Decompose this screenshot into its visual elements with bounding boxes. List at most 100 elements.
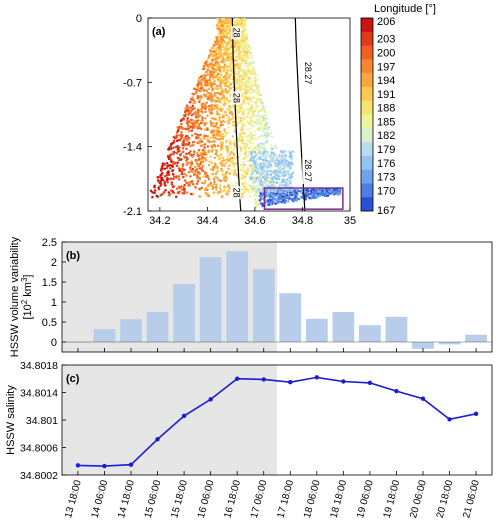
panel-c-label: (c) [66, 373, 80, 385]
scatter-point [153, 184, 156, 188]
scatter-point [231, 156, 234, 160]
scatter-point [257, 202, 260, 205]
scatter-point [260, 115, 263, 118]
scatter-point [222, 119, 225, 123]
contour-28 [231, 18, 242, 211]
scatter-point [193, 165, 197, 169]
scatter-point [199, 86, 202, 90]
scatter-point [249, 88, 253, 91]
scatter-point [226, 151, 229, 154]
scatter-point [223, 134, 227, 138]
scatter-point [206, 176, 210, 179]
salinity-point [155, 437, 160, 442]
scatter-point [171, 169, 174, 173]
x-tick-label: 16 06:00 [196, 479, 217, 520]
salinity-point [341, 379, 346, 384]
scatter-point [244, 172, 248, 175]
scatter-point [191, 96, 194, 99]
scatter-point [243, 34, 247, 37]
scatter-point [198, 195, 202, 198]
scatter-point [281, 174, 285, 178]
scatter-point [262, 152, 265, 155]
scatter-point [289, 178, 293, 182]
colorbar-tick-label: 200 [377, 47, 395, 59]
scatter-point [206, 91, 210, 95]
scatter-point [157, 186, 160, 189]
scatter-point [228, 72, 232, 76]
scatter-point [292, 190, 296, 193]
scatter-point [192, 153, 196, 156]
scatter-point [230, 169, 234, 172]
scatter-point [190, 129, 194, 132]
scatter-point [205, 63, 208, 66]
scatter-point [172, 185, 175, 188]
scatter-point [256, 112, 260, 115]
scatter-point [217, 134, 221, 137]
scatter-point [253, 146, 256, 150]
scatter-point [249, 158, 252, 162]
scatter-point [241, 138, 244, 142]
scatter-point [213, 80, 216, 83]
scatter-point [225, 176, 228, 180]
scatter-point [225, 91, 229, 95]
colorbar-cell [361, 31, 373, 46]
scatter-point [252, 142, 255, 145]
scatter-point [253, 150, 257, 154]
scatter-point [287, 190, 290, 193]
scatter-point [270, 135, 274, 139]
scatter-point [261, 130, 265, 133]
scatter-point [225, 189, 229, 193]
scatter-point [297, 197, 301, 201]
scatter-point [279, 190, 283, 193]
scatter-point [224, 173, 227, 176]
scatter-point [191, 141, 195, 144]
contour-label-bg [302, 157, 313, 185]
scatter-point [205, 70, 209, 74]
scatter-point [309, 189, 313, 193]
scatter-point [252, 124, 255, 128]
x-tick-label: 34.2 [149, 215, 170, 227]
scatter-point [238, 145, 242, 149]
scatter-point [256, 163, 259, 166]
scatter-point [227, 58, 231, 62]
scatter-point [207, 108, 211, 111]
scatter-point [202, 175, 206, 179]
scatter-point [219, 30, 223, 33]
scatter-point [245, 70, 248, 73]
scatter-point [236, 121, 239, 124]
panel-a-x-ticks: 34.2 34.4 34.6 34.8 35 [149, 207, 356, 227]
scatter-point [233, 45, 236, 49]
scatter-point [217, 21, 220, 25]
scatter-point [199, 121, 203, 125]
scatter-point [266, 134, 270, 138]
scatter-point [190, 179, 194, 183]
bar [173, 284, 195, 342]
scatter-point [241, 166, 245, 170]
scatter-point [318, 192, 322, 196]
scatter-point [226, 108, 230, 111]
scatter-point [275, 177, 279, 181]
scatter-point [256, 158, 260, 161]
scatter-point [181, 127, 185, 130]
scatter-point [243, 72, 247, 75]
scatter-point [247, 134, 251, 137]
scatter-point [217, 126, 221, 130]
scatter-point [316, 192, 320, 196]
scatter-point [255, 98, 259, 101]
scatter-point [233, 156, 237, 160]
scatter-point [241, 68, 244, 72]
scatter-point [218, 52, 222, 56]
scatter-point [224, 110, 227, 114]
scatter-point [223, 63, 227, 66]
scatter-point [227, 126, 230, 129]
scatter-point [209, 53, 212, 56]
salinity-point [181, 413, 187, 419]
scatter-point [265, 117, 269, 121]
scatter-point [244, 22, 247, 26]
salinity-point [102, 463, 107, 469]
scatter-point [241, 177, 245, 181]
scatter-point [212, 44, 216, 47]
scatter-point [249, 91, 253, 95]
scatter-point [264, 131, 268, 134]
scatter-point [190, 121, 193, 125]
